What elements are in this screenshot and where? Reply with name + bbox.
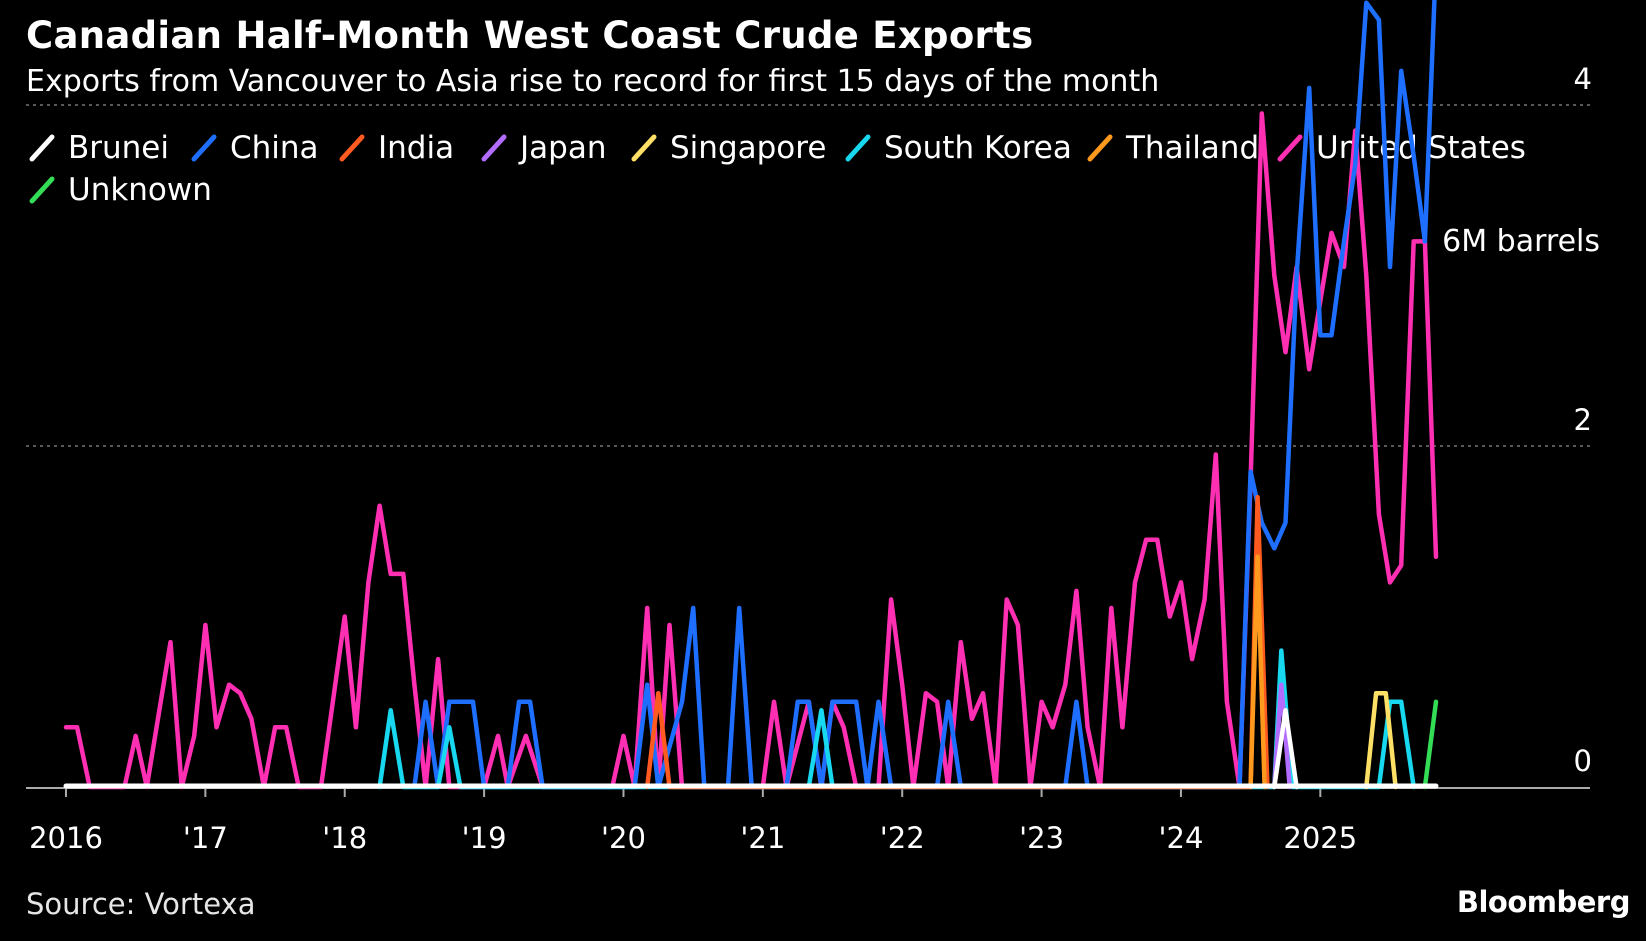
series-line-unknown xyxy=(1422,699,1439,790)
brand-logo: Bloomberg xyxy=(1456,885,1631,919)
x-tick-label: '20 xyxy=(601,821,646,855)
legend-label: Brunei xyxy=(68,130,169,166)
x-tick-label: '23 xyxy=(1019,821,1064,855)
y-tick-label: 0 xyxy=(1574,744,1592,778)
legend-swatch-icon xyxy=(29,176,55,204)
legend-label: South Korea xyxy=(884,130,1072,166)
legend-label: Unknown xyxy=(68,172,212,208)
chart-subtitle: Exports from Vancouver to Asia rise to r… xyxy=(26,64,1160,99)
legend-swatch-icon xyxy=(191,134,217,162)
legend-label: Thailand xyxy=(1126,130,1260,166)
x-tick-label: '24 xyxy=(1159,821,1204,855)
series-line-singapore xyxy=(1364,690,1398,790)
legend-swatch-icon xyxy=(481,134,507,162)
series-line-thailand xyxy=(1248,554,1267,790)
y-unit-label: 6M barrels xyxy=(1442,224,1600,259)
chart-title: Canadian Half-Month West Coast Crude Exp… xyxy=(26,14,1034,57)
y-tick-label: 2 xyxy=(1574,403,1592,437)
legend-swatch-icon xyxy=(29,134,55,162)
series-line-china xyxy=(412,0,1437,790)
legend-item-india: India xyxy=(336,128,454,168)
series-line-brunei xyxy=(1272,708,1299,790)
legend-item-singapore: Singapore xyxy=(628,128,826,168)
legend-swatch-icon xyxy=(631,134,657,162)
legend-swatch-icon xyxy=(845,134,871,162)
legend-swatch-icon xyxy=(1087,134,1113,162)
legend-label: Japan xyxy=(520,130,607,166)
series-line-united-states xyxy=(63,111,1439,790)
legend-swatch-icon xyxy=(339,134,365,162)
x-tick-label: '19 xyxy=(462,821,507,855)
legend-item-thailand: Thailand xyxy=(1084,128,1259,168)
legend-swatch-icon xyxy=(1277,134,1303,162)
legend-item-south-korea: South Korea xyxy=(842,128,1072,168)
x-tick-label: 2025 xyxy=(1283,821,1357,855)
x-tick-label: '17 xyxy=(183,821,228,855)
legend-item-japan: Japan xyxy=(478,128,606,168)
legend-item-china: China xyxy=(188,128,319,168)
x-tick-label: '18 xyxy=(322,821,367,855)
legend-item-unknown: Unknown xyxy=(26,170,212,210)
x-tick-label: '21 xyxy=(740,821,785,855)
series-line-japan xyxy=(1272,682,1292,790)
legend-label: Singapore xyxy=(670,130,827,166)
legend-item-brunei: Brunei xyxy=(26,128,169,168)
x-tick-label: 2016 xyxy=(29,821,103,855)
source-note: Source: Vortexa xyxy=(26,887,256,921)
legend-label: China xyxy=(230,130,319,166)
y-tick-label: 4 xyxy=(1574,62,1592,96)
legend-label: India xyxy=(378,130,455,166)
x-tick-label: '22 xyxy=(880,821,925,855)
